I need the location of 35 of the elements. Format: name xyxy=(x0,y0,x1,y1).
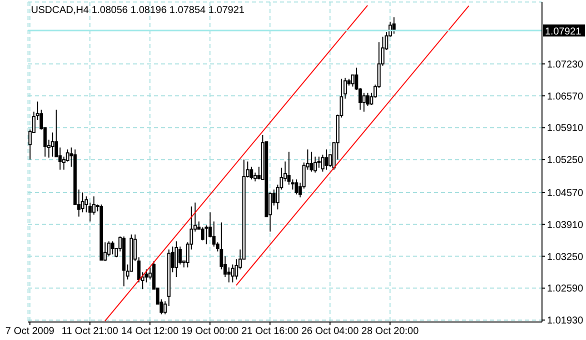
y-tick-label: 1.04570 xyxy=(547,188,584,200)
candlestick xyxy=(227,266,231,283)
candlestick xyxy=(107,240,111,257)
candlestick xyxy=(204,224,208,245)
y-tick-label: 1.01930 xyxy=(547,316,584,327)
x-tick-label: 26 Oct 04:00 xyxy=(301,326,360,338)
ref-line-label: 1.07921 xyxy=(545,26,582,38)
candlestick xyxy=(287,151,291,186)
x-tick-label: 28 Oct 20:00 xyxy=(361,326,420,338)
y-tick-label: 1.02590 xyxy=(547,284,584,295)
candlestick xyxy=(324,148,328,170)
x-tick-label: 7 Oct 2009 xyxy=(5,326,55,338)
candlestick xyxy=(294,178,298,195)
y-tick-label: 1.06570 xyxy=(547,91,584,102)
candlestick xyxy=(174,240,178,278)
candlestick xyxy=(310,151,314,172)
x-tick-label: 11 Oct 21:00 xyxy=(62,326,119,338)
candlestick xyxy=(200,226,204,241)
chart-title: USDCAD,H4 1.08056 1.08196 1.07854 1.07921 xyxy=(31,5,245,16)
candlestick xyxy=(50,132,54,158)
candlestick xyxy=(317,156,321,168)
x-tick-label: 14 Oct 12:00 xyxy=(121,326,179,338)
candlestick xyxy=(80,192,84,213)
y-tick-label: 1.05250 xyxy=(547,155,584,166)
candlestick xyxy=(178,246,182,265)
candlestick xyxy=(351,74,354,88)
candlestick xyxy=(110,240,114,255)
candlestick xyxy=(314,156,317,174)
y-tick-label: 1.03910 xyxy=(547,220,584,231)
x-tick-label: 21 Oct 16:00 xyxy=(241,326,300,338)
x-tick-label: 19 Oct 00:00 xyxy=(181,326,240,338)
candlestick xyxy=(230,264,234,283)
y-tick-label: 1.05910 xyxy=(547,123,584,134)
y-tick-label: 1.07230 xyxy=(547,59,584,70)
y-tick-label: 1.03250 xyxy=(547,252,584,263)
